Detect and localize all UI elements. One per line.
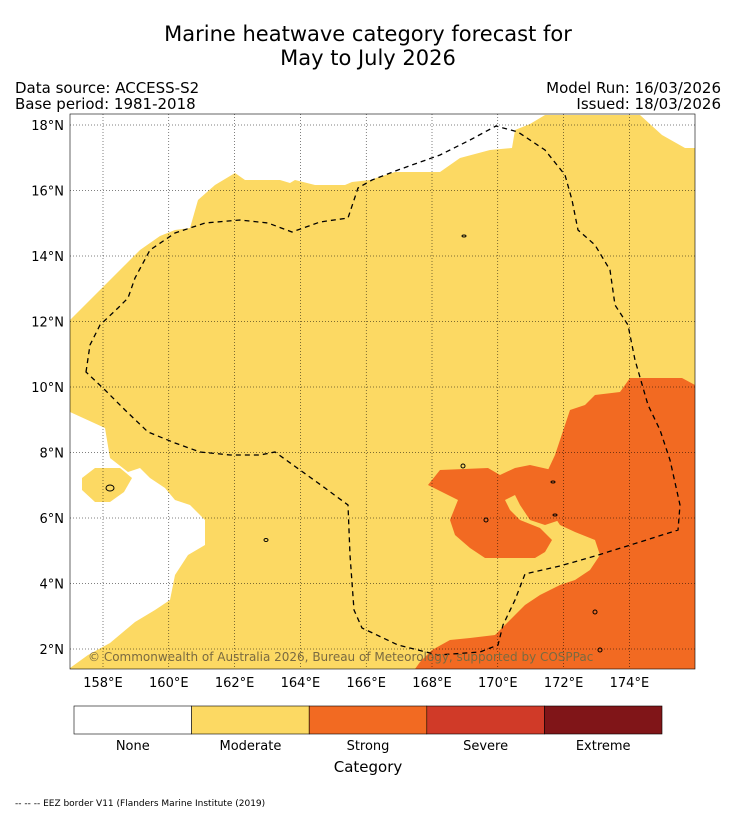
lat-label: 10°N — [31, 381, 64, 396]
lon-label: 162°E — [215, 676, 255, 691]
lon-label: 160°E — [149, 676, 189, 691]
island-outline — [592, 609, 598, 615]
lon-label: 172°E — [544, 676, 584, 691]
lon-label: 164°E — [281, 676, 321, 691]
island-outline — [105, 484, 115, 492]
legend-label: Moderate — [219, 739, 281, 754]
map-area — [70, 114, 695, 669]
legend-label: None — [116, 739, 150, 754]
legend-swatch — [191, 705, 310, 735]
island-outline — [263, 538, 269, 542]
latitude-labels: 2°N 4°N 6°N 8°N 10°N 12°N 14°N 16°N 18°N — [31, 119, 64, 658]
longitude-labels: 158°E 160°E 162°E 164°E 166°E 168°E 170°E 172°E… — [83, 676, 649, 691]
title-line-2: May to July 2026 — [280, 46, 456, 70]
lon-label: 168°E — [412, 676, 452, 691]
legend-swatch — [73, 705, 192, 735]
chart-title: Marine heatwave category forecast for Ma… — [0, 22, 736, 70]
eez-footnote: -- -- -- EEZ border V11 (Flanders Marine… — [15, 799, 266, 809]
legend-swatch — [544, 705, 663, 735]
island-outline — [483, 517, 489, 523]
graticule — [70, 114, 695, 669]
island-outline — [550, 480, 556, 484]
lon-label: 158°E — [83, 676, 123, 691]
legend-swatch — [308, 705, 428, 735]
legend-colorbar: None Moderate Strong Severe Extreme — [73, 705, 663, 754]
legend-label: Extreme — [576, 739, 631, 754]
map-frame — [69, 113, 696, 670]
lon-label: 174°E — [610, 676, 650, 691]
moderate-island-left — [82, 468, 132, 502]
model-run: Model Run: 16/03/2026 — [546, 79, 721, 97]
strong-region-central — [428, 465, 570, 558]
legend-swatch — [426, 705, 545, 735]
meta-right: Model Run: 16/03/2026 Issued: 18/03/2026 — [546, 80, 721, 112]
island-outline — [460, 463, 466, 469]
issued-date: Issued: 18/03/2026 — [576, 95, 721, 113]
lat-label: 14°N — [31, 250, 64, 265]
strong-region-east — [415, 378, 695, 669]
data-source: Data source: ACCESS-S2 — [15, 79, 200, 97]
base-period: Base period: 1981-2018 — [15, 95, 196, 113]
legend-label: Strong — [347, 739, 390, 754]
lat-label: 4°N — [40, 578, 65, 593]
lat-label: 16°N — [31, 185, 64, 200]
lat-label: 6°N — [40, 512, 65, 527]
eez-border — [85, 125, 681, 656]
legend-label: Severe — [463, 739, 508, 754]
lon-label: 166°E — [346, 676, 386, 691]
island-outline — [552, 513, 558, 517]
copyright-notice: © Commonwealth of Australia 2026, Bureau… — [88, 650, 593, 664]
islands — [105, 234, 603, 653]
title-line-1: Marine heatwave category forecast for — [164, 22, 572, 46]
lat-label: 18°N — [31, 119, 64, 134]
lat-label: 2°N — [40, 643, 65, 658]
island-outline — [597, 647, 603, 653]
lat-label: 12°N — [31, 316, 64, 331]
lat-label: 8°N — [40, 447, 65, 462]
legend-title: Category — [333, 758, 403, 776]
meta-left: Data source: ACCESS-S2 Base period: 1981… — [15, 80, 199, 112]
island-outline — [461, 234, 467, 238]
lon-label: 170°E — [478, 676, 518, 691]
